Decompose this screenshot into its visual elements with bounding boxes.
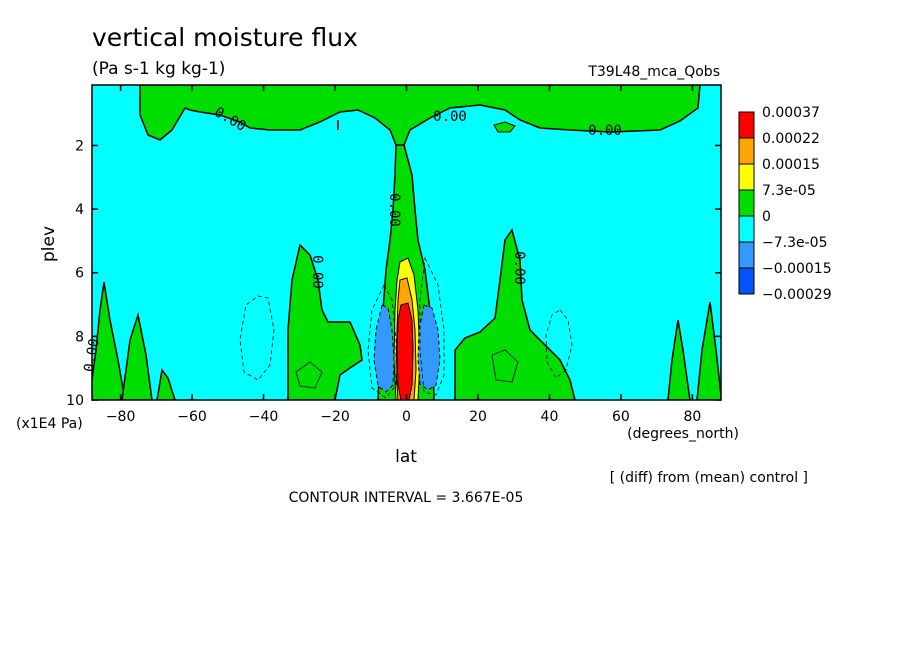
positive-region-south-lobe xyxy=(287,243,363,400)
colorbar-swatch xyxy=(738,215,755,243)
positive-region-north-spike-1 xyxy=(667,319,691,400)
positive-region-south-spike-1 xyxy=(92,281,126,400)
core-red xyxy=(396,302,414,400)
colorbar-swatch xyxy=(738,137,755,165)
x-axis: −80 −60 −40 −20 0 20 40 60 80 xyxy=(106,85,701,425)
x-axis-label: lat xyxy=(395,447,417,467)
colorbar-label: −0.00029 xyxy=(762,287,832,303)
x-tick-label: −40 xyxy=(249,409,279,425)
positive-contour-south-lobe xyxy=(295,361,323,389)
x-tick-label: −60 xyxy=(177,409,207,425)
colorbar-swatch xyxy=(738,241,755,269)
negative-contour-north xyxy=(419,256,445,396)
negative-contour-north-oval xyxy=(545,309,573,379)
diff-note: [ (diff) from (mean) control ] xyxy=(610,470,808,486)
chart-title: vertical moisture flux xyxy=(92,23,358,52)
y-tick-label: 2 xyxy=(75,138,84,154)
contour-label-south-lobe: 0.00 xyxy=(309,255,325,289)
contour-label-top-right: 0.00 xyxy=(588,123,622,139)
colorbar-label: 0 xyxy=(762,209,771,225)
colorbar-label: −0.00015 xyxy=(762,261,832,277)
contour-label-column: 0.00 xyxy=(386,193,402,227)
colorbar-label: −7.3e-05 xyxy=(762,235,827,251)
x-tick-label: 40 xyxy=(541,409,559,425)
colorbar-label: 0.00037 xyxy=(762,105,820,121)
colorbar-swatch-lowest xyxy=(738,267,755,295)
x-tick-label: 60 xyxy=(612,409,630,425)
negative-cell-south xyxy=(373,304,395,393)
y-tick-label: 6 xyxy=(75,266,84,282)
negative-contour-south xyxy=(367,284,397,399)
positive-contour-north-top-blob xyxy=(493,121,516,133)
plot-field xyxy=(92,85,721,400)
colorbar-swatch xyxy=(738,111,755,139)
x-tick-label: −80 xyxy=(106,409,136,425)
chart-subtitle: (Pa s-1 kg kg-1) xyxy=(92,59,225,79)
positive-region-south-spike-3 xyxy=(156,368,176,400)
x-axis-units: (degrees_north) xyxy=(627,426,739,442)
contour-label-north-lobe: 0.00 xyxy=(511,251,527,285)
positive-region-north-spike-2 xyxy=(696,301,721,400)
y-tick-label: 4 xyxy=(75,202,84,218)
positive-region-north-lobe xyxy=(454,228,576,400)
y-tick-label: 8 xyxy=(75,329,84,345)
y-axis-label: plev xyxy=(39,226,59,262)
x-tick-label: 0 xyxy=(402,409,411,425)
colorbar-swatch xyxy=(738,163,755,191)
colorbar-label: 7.3e-05 xyxy=(762,183,816,199)
negative-contour-south-oval xyxy=(239,295,275,381)
positive-contour-north-lobe xyxy=(491,349,519,383)
x-tick-label: 80 xyxy=(683,409,701,425)
y-axis: 2 4 6 8 10 xyxy=(66,138,721,409)
x-tick-label: 20 xyxy=(469,409,487,425)
y-tick-label: 10 xyxy=(66,393,84,409)
colorbar-legend: 0.00037 0.00022 0.00015 7.3e-05 0 −7.3e-05 −0.… xyxy=(738,105,832,303)
contour-label-top-center: 0.00 xyxy=(433,109,467,125)
negative-cell-north xyxy=(417,304,441,391)
positive-region-top-band xyxy=(139,85,701,146)
y-axis-units: (x1E4 Pa) xyxy=(16,416,83,432)
x-tick-label: −20 xyxy=(320,409,350,425)
colorbar-label: 0.00022 xyxy=(762,131,820,147)
run-label: T39L48_mca_Qobs xyxy=(587,64,720,80)
colorbar-swatch xyxy=(738,189,755,217)
positive-region-south-spike-2 xyxy=(121,312,153,400)
colorbar-label: 0.00015 xyxy=(762,157,820,173)
contour-interval: CONTOUR INTERVAL = 3.667E-05 xyxy=(289,490,524,506)
